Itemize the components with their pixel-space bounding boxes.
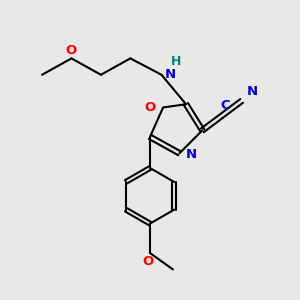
- Text: N: N: [247, 85, 258, 98]
- Text: O: O: [66, 44, 77, 57]
- Text: C: C: [220, 99, 230, 112]
- Text: H: H: [171, 55, 182, 68]
- Text: N: N: [185, 148, 197, 161]
- Text: O: O: [143, 255, 154, 268]
- Text: N: N: [165, 68, 176, 81]
- Text: O: O: [145, 101, 156, 114]
